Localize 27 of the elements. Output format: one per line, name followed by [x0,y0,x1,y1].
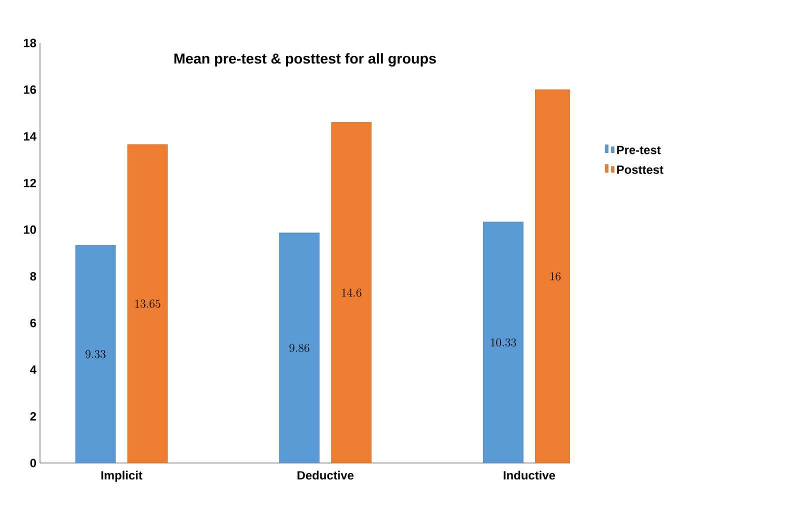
text: Mean pre-test & posttest for all groups [174,53,436,67]
legend-label: Posttest [617,166,664,174]
y-tick-label: 10 [24,225,36,234]
y-tick-label: 18 [24,38,36,48]
x-tick-label: Implicit [101,470,142,482]
data-label: 13.65 [135,300,160,308]
y-tick-label: 2 [30,412,36,421]
bar [279,232,320,463]
y-tick-label: 0 [30,458,36,468]
y-tick-label: 12 [24,178,36,188]
legend-label: Pre-test [617,146,661,154]
y-tick-label: 6 [30,318,36,328]
x-tick-label: Inductive [504,470,556,480]
bar [75,245,116,463]
data-label: 9.86 [289,344,310,352]
y-tick-label: 16 [24,85,36,94]
x-tick-label: Deductive [298,470,354,480]
data-label: 10.33 [490,338,516,347]
bar [127,144,168,463]
bar [331,122,372,463]
data-label: 16 [550,272,561,280]
data-label: 14.6 [342,288,362,297]
y-tick-label: 8 [30,272,36,281]
y-tick-label: 14 [24,132,36,140]
bar [483,222,524,463]
data-label: 9.33 [86,350,106,358]
y-tick-label: 4 [30,366,36,374]
